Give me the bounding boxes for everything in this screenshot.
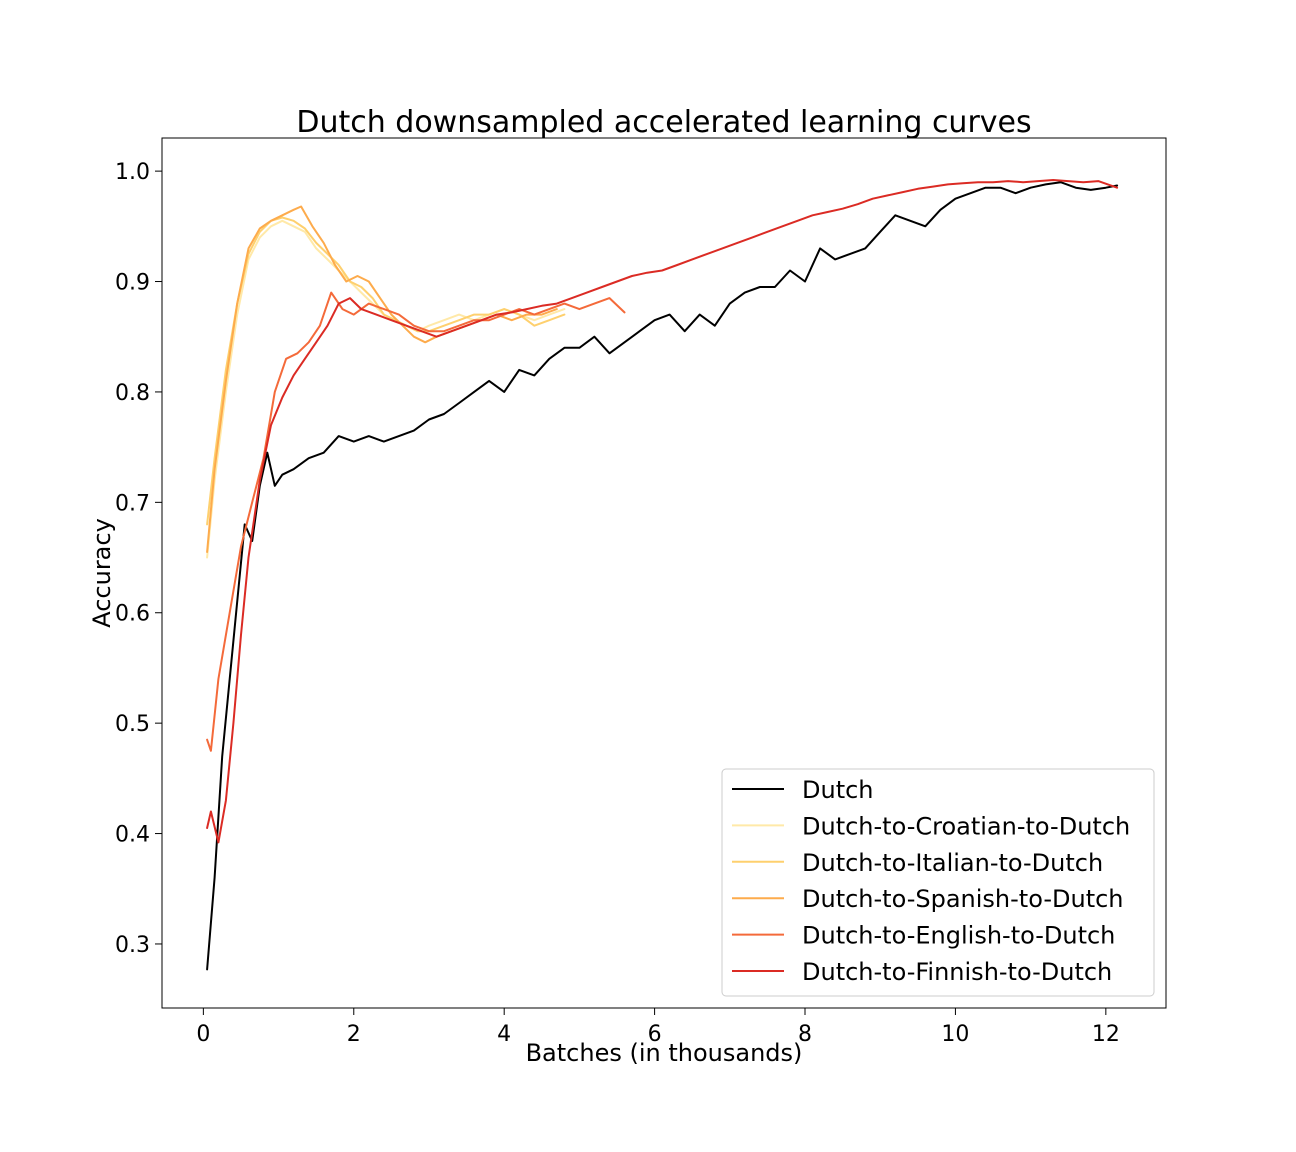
x-tick-label: 2 [347,1022,361,1047]
legend-label-0: Dutch [802,776,874,804]
x-tick-label: 10 [941,1022,969,1047]
legend-label-1: Dutch-to-Croatian-to-Dutch [802,812,1130,840]
series-line-3 [206,205,558,553]
series-line-0 [206,181,1119,971]
y-tick-label: 0.3 [115,933,150,958]
x-tick-label: 12 [1092,1022,1120,1047]
series-line-1 [206,219,566,559]
y-axis-label: Accuracy [88,518,116,628]
plot-frame [161,137,1167,1009]
x-tick-label: 6 [648,1022,662,1047]
legend-label-2: Dutch-to-Italian-to-Dutch [802,849,1103,877]
legend-label-3: Dutch-to-Spanish-to-Dutch [802,885,1124,913]
legend-label-5: Dutch-to-Finnish-to-Dutch [802,958,1112,986]
y-tick-label: 0.9 [115,271,150,296]
y-tick-label: 0.8 [115,381,150,406]
legend: Dutch Dutch-to-Croatian-to-Dutch Dutch-to-… [721,768,1155,997]
series-line-2 [206,216,566,526]
y-tick-label: 0.4 [115,823,150,848]
x-axis-label: Batches (in thousands) [526,1039,803,1067]
y-axis-ticks: 0.3 0.4 0.5 0.6 0.7 0.8 0.9 1.0 [115,160,162,958]
y-tick-label: 1.0 [115,160,150,185]
legend-label-4: Dutch-to-English-to-Dutch [802,922,1115,950]
x-axis-ticks: 0 2 4 6 8 10 12 [196,1008,1120,1047]
chart-title: Dutch downsampled accelerated learning c… [296,105,1031,140]
series-line-4 [206,291,626,752]
x-tick-label: 0 [196,1022,210,1047]
series-line-5 [206,179,1119,844]
y-tick-label: 0.5 [115,712,150,737]
y-tick-label: 0.6 [115,602,150,627]
legend-box [721,768,1155,997]
plot-area [206,179,1119,971]
x-tick-label: 8 [798,1022,812,1047]
y-tick-label: 0.7 [115,491,150,516]
x-tick-label: 4 [497,1022,511,1047]
